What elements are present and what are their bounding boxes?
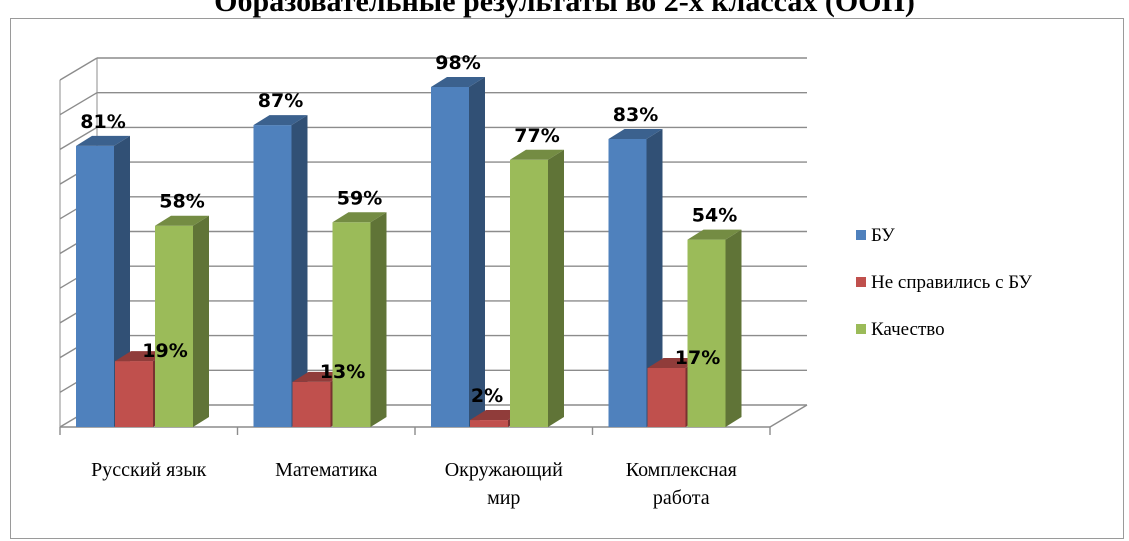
bar-3-3 — [510, 149, 564, 427]
x-tick-label: Окружающий — [445, 459, 563, 481]
x-tick-label: Математика — [275, 459, 377, 481]
bar-side — [646, 128, 663, 428]
bar-side — [291, 115, 308, 428]
data-label: 54% — [692, 205, 737, 227]
gridline-side — [59, 92, 98, 116]
bar-front — [292, 381, 331, 427]
data-label: 17% — [675, 347, 720, 369]
bar-3-1 — [155, 215, 209, 427]
data-label: 87% — [258, 90, 303, 112]
legend-swatch — [856, 230, 866, 240]
bar-front — [155, 225, 193, 427]
chart-frame — [10, 18, 1124, 539]
bar-front — [470, 420, 508, 427]
data-label: 59% — [337, 187, 382, 209]
gridline-side — [59, 126, 98, 151]
value-labels: 81% 19% 58% 87% 13% 59% 98% 2% 77% 83% 17% 54% — [80, 52, 737, 407]
bar-side — [725, 229, 742, 427]
bar-top — [155, 215, 209, 226]
bar-front — [115, 361, 153, 427]
bar-1-4 — [608, 128, 663, 428]
bar-front — [431, 86, 469, 427]
data-label: 81% — [80, 111, 125, 133]
bar-front — [510, 159, 548, 427]
bar-front — [253, 125, 292, 428]
bar-side — [370, 212, 387, 427]
x-tick-label: мир — [487, 487, 520, 509]
bar-3-2 — [332, 212, 387, 427]
bar-1-1 — [76, 135, 130, 427]
legend-swatch — [856, 324, 866, 334]
legend-label: Качество — [871, 319, 945, 340]
data-label: 19% — [142, 340, 187, 362]
bars — [76, 76, 742, 428]
legend: БУ Не справились с БУ Качество — [856, 225, 1033, 340]
bar-3-4 — [687, 229, 742, 427]
legend-label: БУ — [871, 225, 895, 246]
bar-top — [76, 135, 130, 146]
floor-edge — [769, 404, 808, 428]
gridline-side — [59, 57, 98, 81]
data-label: 13% — [320, 361, 365, 383]
data-label: 2% — [471, 385, 503, 407]
bar-side — [469, 76, 485, 427]
x-tick-label: работа — [653, 487, 710, 509]
bar-front — [608, 138, 647, 428]
legend-label: Не справились с БУ — [871, 272, 1033, 293]
bar-top — [332, 212, 387, 223]
bar-front — [76, 145, 114, 427]
x-tick-label: Русский язык — [91, 459, 207, 481]
data-label: 98% — [435, 52, 480, 74]
chart-title: Образовательные результаты во 2-х класса… — [214, 0, 915, 18]
bar-top — [431, 76, 485, 87]
bar-top — [510, 149, 564, 160]
bar-1-2 — [253, 115, 308, 428]
x-tick-label: Комплексная — [626, 459, 737, 481]
bar-top — [608, 128, 663, 139]
bar-front — [332, 222, 371, 427]
bar-side — [193, 215, 209, 427]
data-label: 58% — [159, 191, 204, 213]
bar-front — [687, 239, 726, 427]
bar-1-3 — [431, 76, 485, 427]
data-label: 77% — [514, 125, 559, 147]
bar-top — [687, 229, 742, 240]
bar-side — [548, 149, 564, 427]
bar-front — [647, 368, 686, 427]
bar-top — [253, 115, 308, 126]
legend-swatch — [856, 277, 866, 287]
data-label: 83% — [613, 104, 658, 126]
